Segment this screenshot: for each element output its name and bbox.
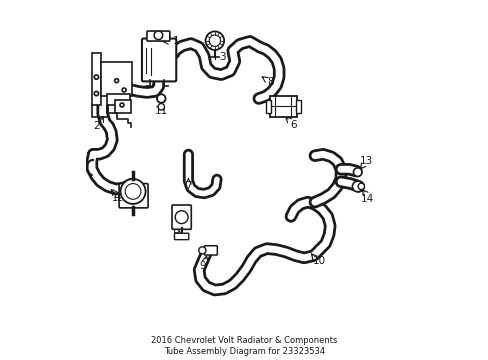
Circle shape xyxy=(205,31,224,50)
Circle shape xyxy=(198,247,205,254)
Circle shape xyxy=(158,104,164,110)
Text: 12: 12 xyxy=(112,193,124,203)
Circle shape xyxy=(120,103,123,107)
Circle shape xyxy=(154,31,163,40)
Bar xyxy=(101,62,132,96)
Text: 11: 11 xyxy=(154,107,167,116)
Bar xyxy=(115,100,131,113)
FancyBboxPatch shape xyxy=(269,96,296,117)
Bar xyxy=(266,100,270,113)
Text: 8: 8 xyxy=(267,77,273,87)
FancyBboxPatch shape xyxy=(142,39,176,81)
Text: 7: 7 xyxy=(185,181,191,192)
Text: 6: 6 xyxy=(289,120,296,130)
Circle shape xyxy=(352,181,363,192)
Text: 3: 3 xyxy=(219,52,225,62)
FancyBboxPatch shape xyxy=(119,184,148,208)
Text: 2016 Chevrolet Volt Radiator & Components
Tube Assembly Diagram for 23323534: 2016 Chevrolet Volt Radiator & Component… xyxy=(151,336,337,356)
Circle shape xyxy=(209,35,220,46)
Circle shape xyxy=(125,184,141,199)
Bar xyxy=(296,100,300,113)
Bar xyxy=(92,53,101,105)
Text: 10: 10 xyxy=(312,256,325,266)
FancyBboxPatch shape xyxy=(172,205,191,229)
Text: 1: 1 xyxy=(173,36,179,46)
Text: 13: 13 xyxy=(359,157,372,166)
Circle shape xyxy=(357,183,364,190)
Circle shape xyxy=(157,94,165,103)
Circle shape xyxy=(353,168,361,176)
Text: 2: 2 xyxy=(94,121,100,131)
FancyBboxPatch shape xyxy=(174,233,188,240)
Circle shape xyxy=(121,179,145,204)
Text: 14: 14 xyxy=(360,194,373,203)
FancyBboxPatch shape xyxy=(204,246,217,255)
Text: 5: 5 xyxy=(172,229,179,239)
Circle shape xyxy=(94,91,99,96)
Circle shape xyxy=(94,75,99,79)
Bar xyxy=(107,94,130,105)
Text: 4: 4 xyxy=(113,192,120,202)
Circle shape xyxy=(122,88,126,92)
Circle shape xyxy=(114,79,118,83)
Circle shape xyxy=(175,211,188,224)
FancyBboxPatch shape xyxy=(147,31,169,41)
Text: 9: 9 xyxy=(199,261,205,271)
